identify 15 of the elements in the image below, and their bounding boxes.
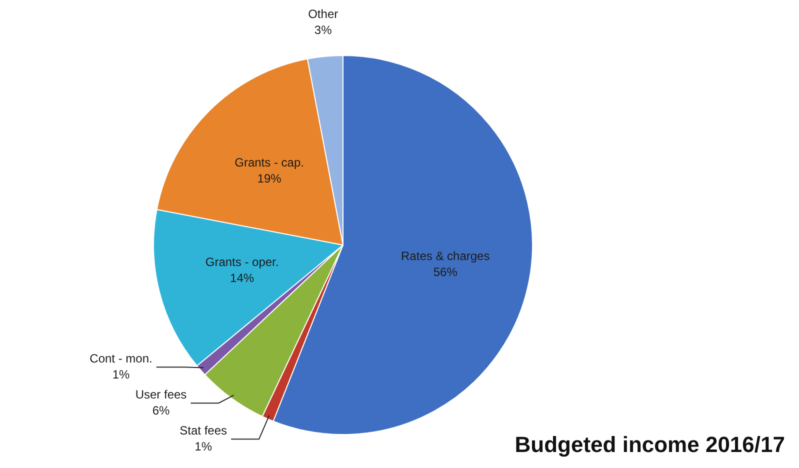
data-label: 1% <box>194 439 212 454</box>
slice-label: User fees <box>135 387 187 402</box>
slice-label: Other <box>308 6 338 21</box>
slice-label: Rates & charges <box>401 248 490 263</box>
data-label: 56% <box>433 264 458 279</box>
data-label: 6% <box>152 403 170 418</box>
slice-label: Grants - cap. <box>234 156 304 170</box>
data-label: 19% <box>257 172 282 186</box>
slice-label: Grants - oper. <box>205 255 279 270</box>
slice-label: Cont - mon. <box>90 351 152 366</box>
slice-label: Stat fees <box>180 423 228 438</box>
data-label: 14% <box>230 271 254 286</box>
data-label: 1% <box>112 367 130 382</box>
data-label: 3% <box>314 22 332 37</box>
text: Budgeted income 2016/17 <box>514 432 785 458</box>
